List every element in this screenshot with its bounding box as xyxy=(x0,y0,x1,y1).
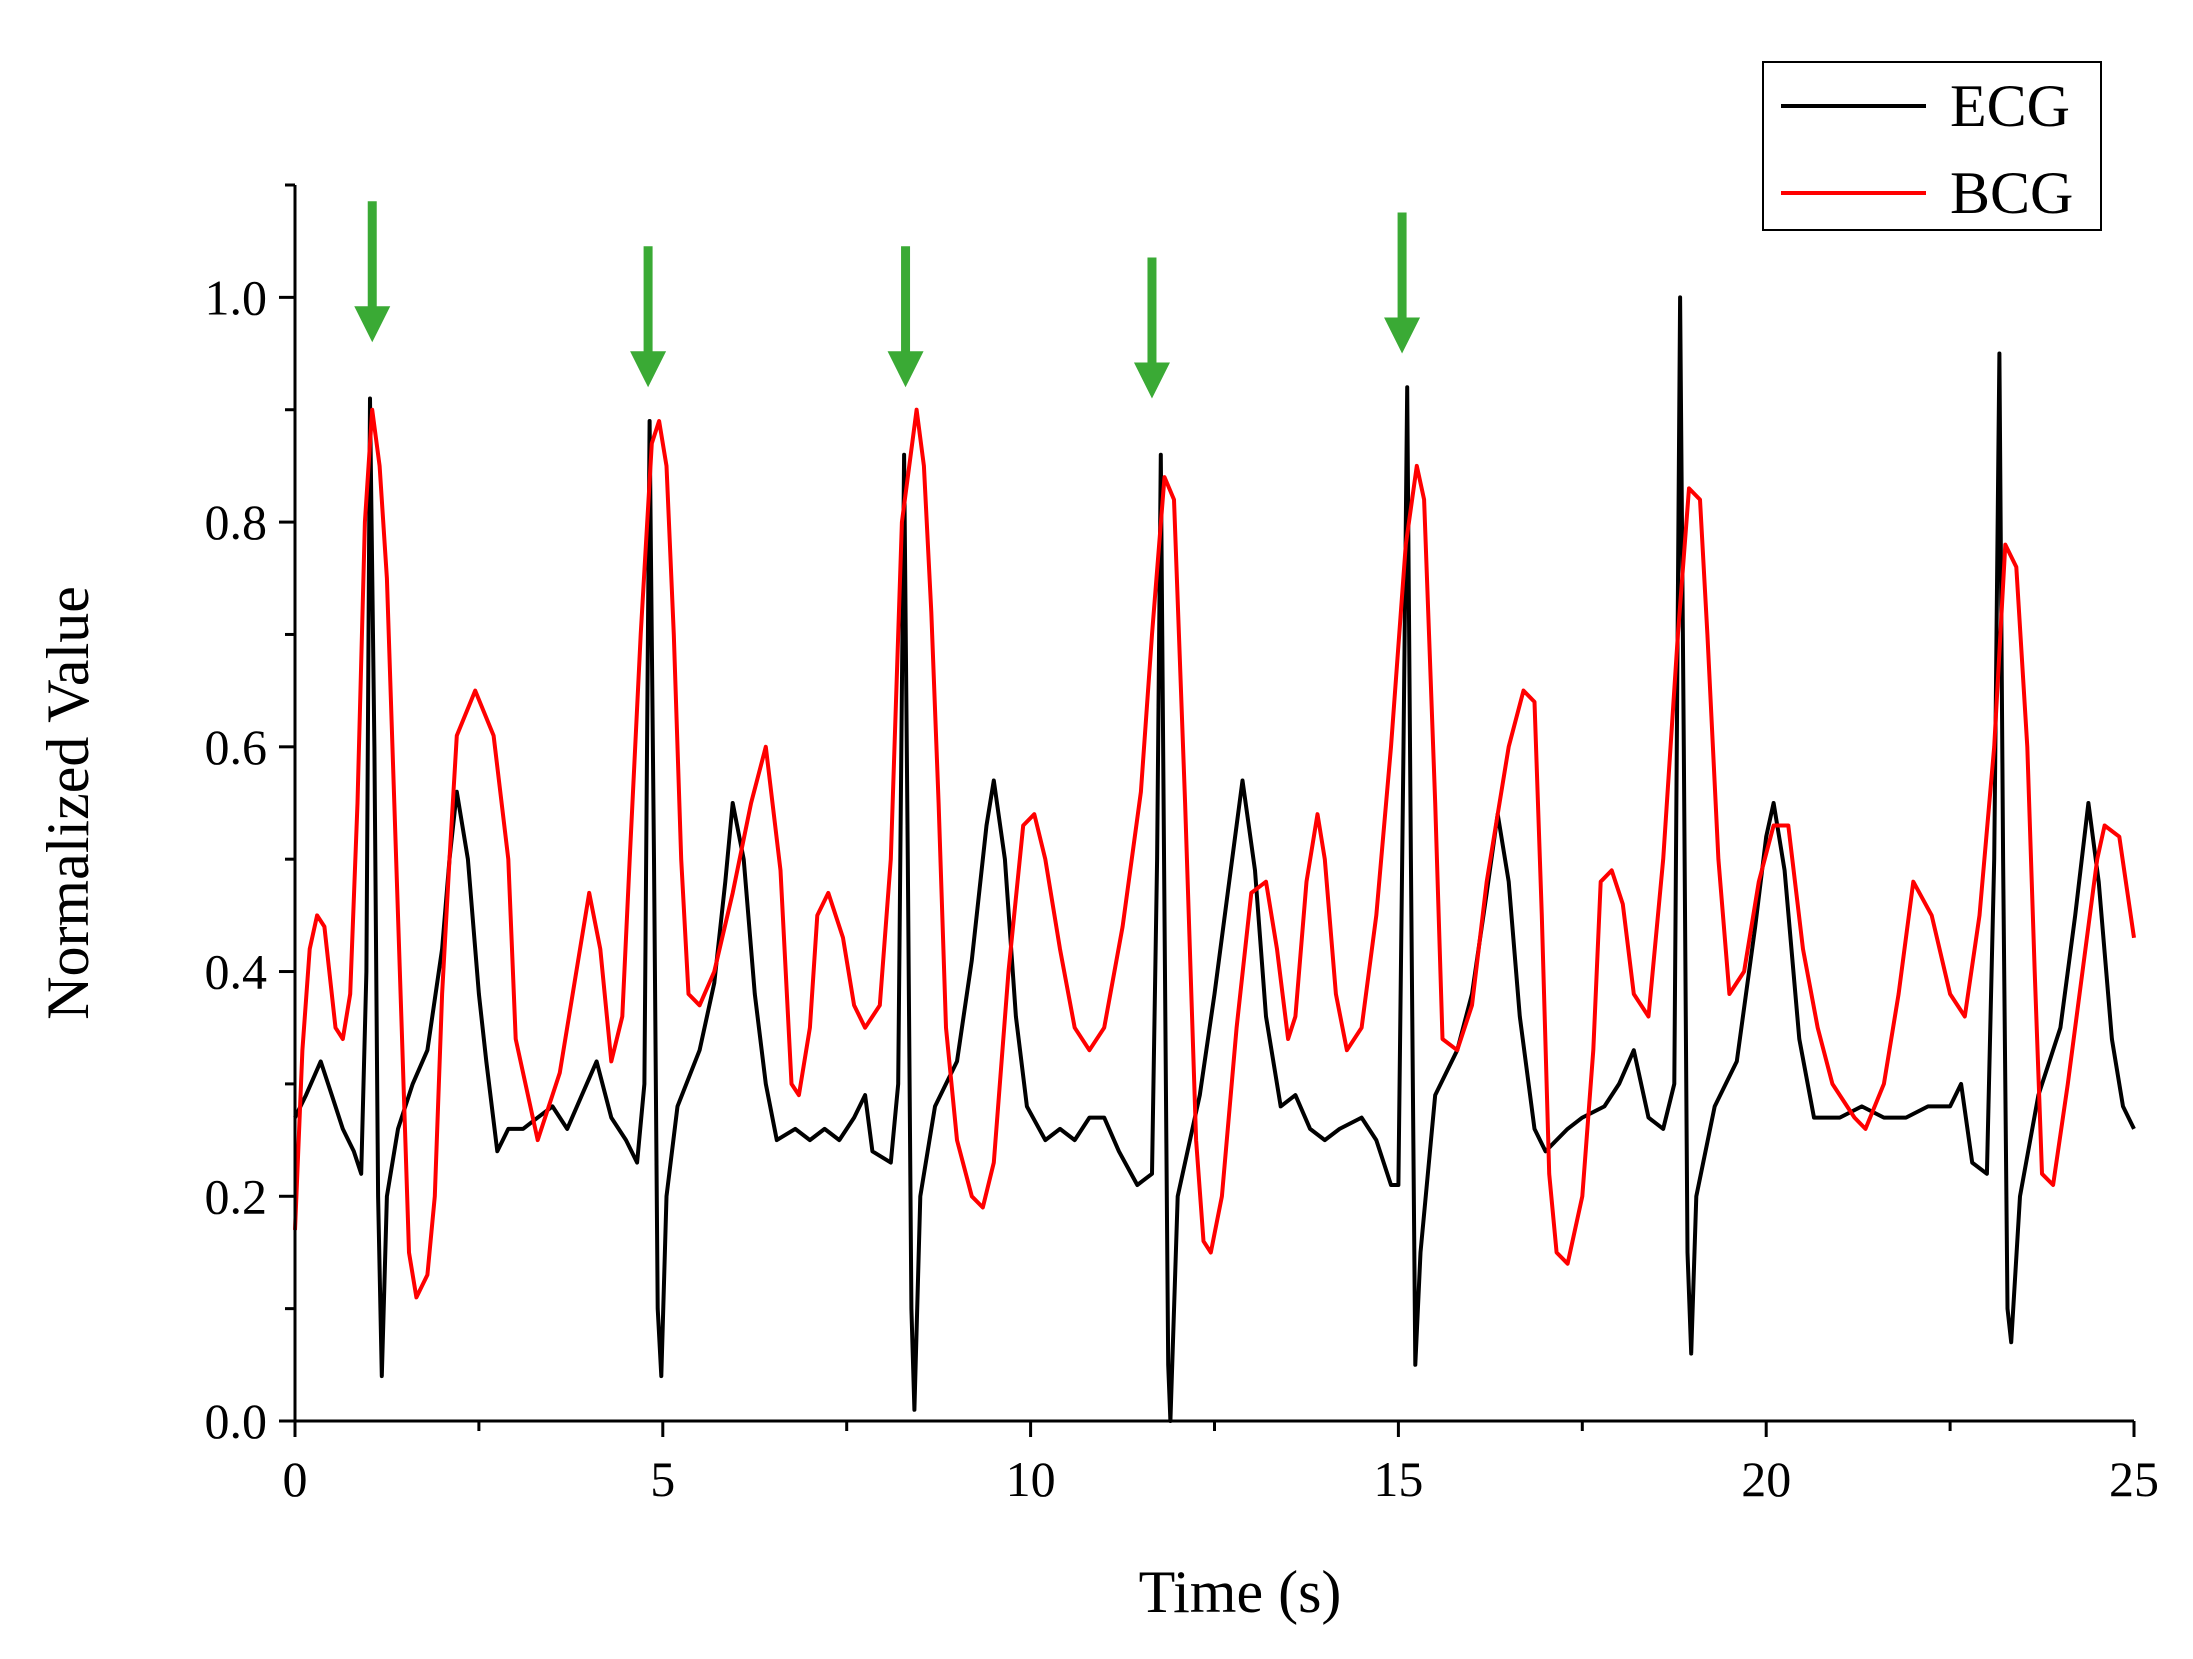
annotation-arrow-head xyxy=(630,351,667,388)
y-tick-label: 0.0 xyxy=(205,1393,268,1449)
y-tick-label: 0.8 xyxy=(205,494,268,550)
annotation-arrow-head xyxy=(1384,317,1421,354)
x-tick-label: 5 xyxy=(650,1451,675,1507)
y-tick-label: 0.6 xyxy=(205,719,268,775)
y-tick-label: 1.0 xyxy=(205,269,268,325)
ecg-series-line xyxy=(293,295,2136,1423)
x-tick-label: 25 xyxy=(2109,1451,2159,1507)
annotation-arrow-head xyxy=(887,351,924,388)
annotation-arrow-head xyxy=(1133,362,1170,399)
plot-area xyxy=(293,201,2136,1423)
y-tick-label: 0.4 xyxy=(205,944,268,1000)
legend-box xyxy=(1762,61,2102,231)
bcg-line-path xyxy=(293,407,2136,1300)
bcg-series-line xyxy=(293,407,2136,1300)
y-ticks: 0.0 0.2 0.4 0.6 0.8 1.0 xyxy=(205,183,295,1449)
legend: ECG BCG xyxy=(1762,61,2102,231)
axes: 0 5 10 15 20 25 0.0 0.2 0.4 0.6 0.8 1.0 xyxy=(205,183,2159,1507)
x-axis-title: Time (s) xyxy=(1139,1559,1342,1625)
x-tick-label: 15 xyxy=(1373,1451,1423,1507)
annotation-arrows xyxy=(354,201,1421,399)
x-tick-label: 20 xyxy=(1741,1451,1791,1507)
y-axis-title: Normalized Value xyxy=(35,586,101,1020)
x-tick-label: 0 xyxy=(283,1451,308,1507)
legend-label-bcg: BCG xyxy=(1950,160,2073,226)
legend-label-ecg: ECG xyxy=(1950,73,2070,139)
annotation-arrow-head xyxy=(354,306,391,343)
y-tick-label: 0.2 xyxy=(205,1168,268,1224)
ecg-line-path xyxy=(293,295,2136,1423)
x-tick-label: 10 xyxy=(1006,1451,1056,1507)
x-ticks: 0 5 10 15 20 25 xyxy=(283,1421,2159,1507)
